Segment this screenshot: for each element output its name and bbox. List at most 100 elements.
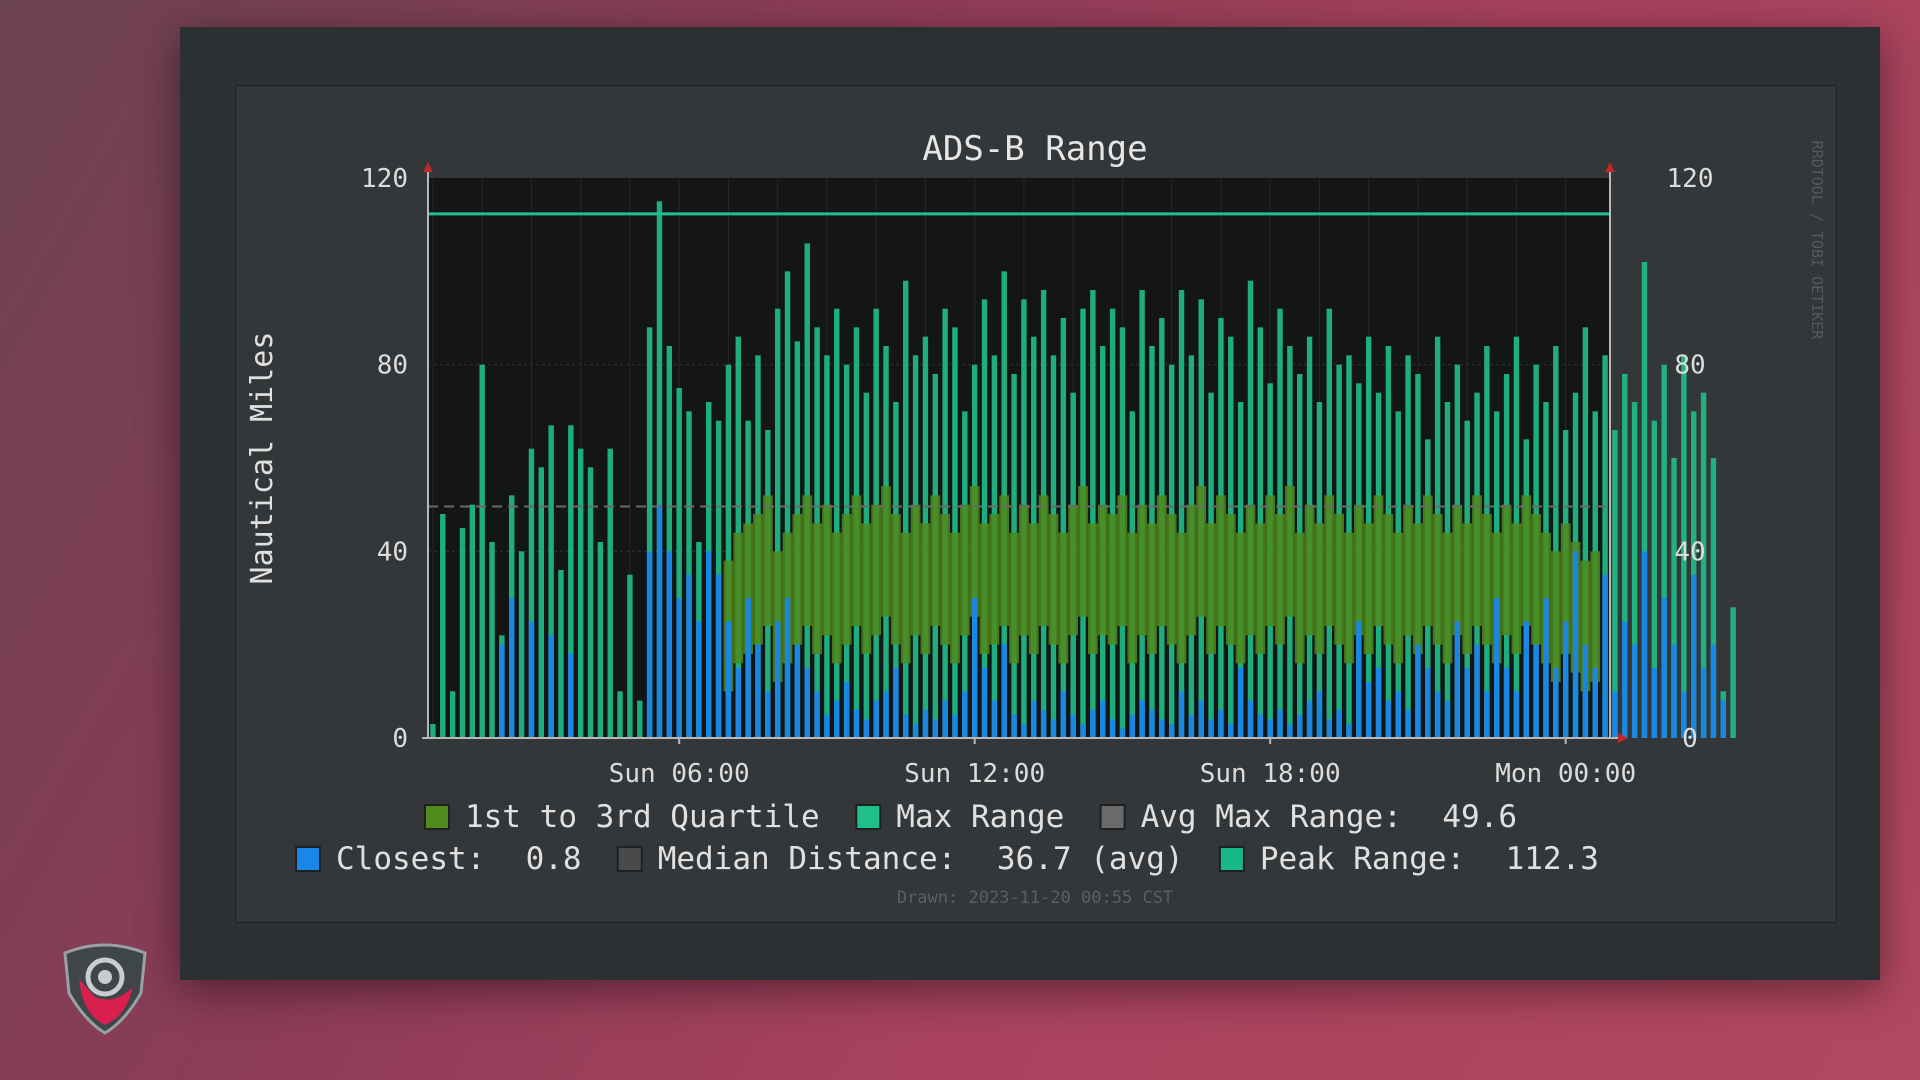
closest-bar [1090, 710, 1096, 738]
quartile-bar [969, 486, 980, 617]
quartile-bar [959, 504, 970, 636]
closest-bar [1178, 691, 1185, 738]
max-range-bar [1178, 290, 1185, 738]
quartile-bar [733, 532, 744, 664]
y-tick-label-left: 80 [377, 351, 408, 381]
closest-bar [873, 700, 879, 738]
closest-bar [981, 668, 988, 738]
quartile-bar [1137, 504, 1148, 636]
quartile-bar [871, 504, 882, 636]
max-range-bar [489, 542, 495, 738]
closest-bar [1109, 719, 1116, 738]
x-axis-arrow-icon [1618, 733, 1628, 743]
quartile-bar [910, 504, 921, 636]
quartile-bar [930, 495, 941, 626]
quartile-bar [1275, 514, 1285, 645]
quartile-bar [1235, 532, 1246, 664]
quartile-bar [1511, 523, 1522, 654]
closest-bar [853, 710, 860, 738]
legend-value: 0.8 [526, 841, 582, 877]
max-range-bar [1631, 402, 1638, 738]
quartile-bar [1413, 523, 1423, 654]
y-tick-label-right: 80 [1674, 351, 1705, 381]
closest-bar [1228, 724, 1234, 738]
y-axis-label: Nautical Miles [245, 332, 280, 585]
quartile-bar [1147, 523, 1157, 654]
y-axis-arrow-left-icon [423, 162, 433, 172]
closest-bar [912, 724, 919, 738]
quartile-bar [1068, 504, 1079, 636]
quartile-bar [1117, 495, 1128, 626]
closest-bar [1622, 621, 1628, 738]
quartile-bar [1196, 486, 1207, 617]
quartile-bar [1590, 551, 1601, 682]
closest-bar [1277, 710, 1283, 738]
quartile-bar [1216, 495, 1226, 626]
max-range-bar [430, 724, 436, 738]
quartile-bar [881, 486, 891, 617]
quartile-bar [1127, 532, 1138, 664]
legend-swatch [855, 804, 882, 830]
x-tick-label: Mon 00:00 [1495, 759, 1636, 789]
closest-bar [1415, 644, 1421, 738]
max-range-bar [1602, 355, 1608, 738]
quartile-bar [1009, 532, 1019, 664]
closest-bar [735, 668, 741, 738]
closest-bar [971, 598, 978, 738]
closest-bar [1503, 668, 1510, 738]
quartile-bar [1560, 523, 1571, 654]
closest-bar [1365, 682, 1372, 738]
closest-bar [843, 682, 850, 738]
closest-bar [1681, 691, 1687, 738]
closest-bar [1001, 644, 1007, 738]
legend-label: Avg Max Range: [1141, 799, 1402, 835]
channel-logo-icon [63, 943, 147, 1035]
quartile-bar [1087, 523, 1098, 654]
max-range-bar [1671, 458, 1677, 738]
closest-bar [1159, 719, 1165, 738]
max-range-bar [469, 504, 476, 738]
closest-bar [774, 621, 781, 738]
quartile-bar [1452, 504, 1463, 636]
closest-bar [1405, 710, 1411, 738]
side-watermark: RRDTOOL / TOBI OETIKER [1808, 141, 1826, 341]
closest-bar [834, 700, 840, 738]
closest-bar [1651, 668, 1658, 738]
closest-bar [1543, 598, 1549, 738]
max-range-bar [1553, 346, 1559, 738]
closest-bar [1021, 724, 1027, 738]
max-range-bar [637, 700, 643, 738]
closest-bar [1247, 700, 1254, 738]
closest-bar [646, 551, 653, 738]
closest-bar [1720, 700, 1726, 738]
max-range-bar [528, 448, 535, 738]
closest-bar [991, 700, 998, 738]
max-range-bar [459, 528, 466, 738]
closest-bar [1080, 724, 1086, 738]
series-layer [428, 201, 1736, 739]
quartile-bar [1403, 504, 1413, 636]
max-range-bar [449, 691, 456, 738]
legend-swatch [295, 846, 321, 872]
quartile-bar [772, 551, 783, 682]
closest-bar [1188, 714, 1195, 738]
closest-bar [804, 668, 810, 738]
closest-bar [1050, 719, 1057, 738]
max-range-bar [597, 542, 604, 738]
closest-bar [1592, 668, 1598, 738]
closest-bar [1316, 691, 1323, 738]
quartile-bar [1097, 504, 1108, 636]
quartile-bar [812, 523, 822, 654]
max-range-bar [577, 448, 584, 738]
quartile-bar [822, 504, 832, 636]
closest-bar [814, 691, 820, 738]
max-range-bar [1622, 374, 1628, 738]
max-range-bar [548, 425, 554, 738]
legend-label: Closest: [336, 841, 485, 877]
closest-bar [1572, 551, 1579, 738]
max-range-bar [804, 243, 810, 739]
closest-bar [499, 644, 505, 738]
closest-bar [706, 551, 712, 738]
quartile-bar [841, 514, 852, 645]
